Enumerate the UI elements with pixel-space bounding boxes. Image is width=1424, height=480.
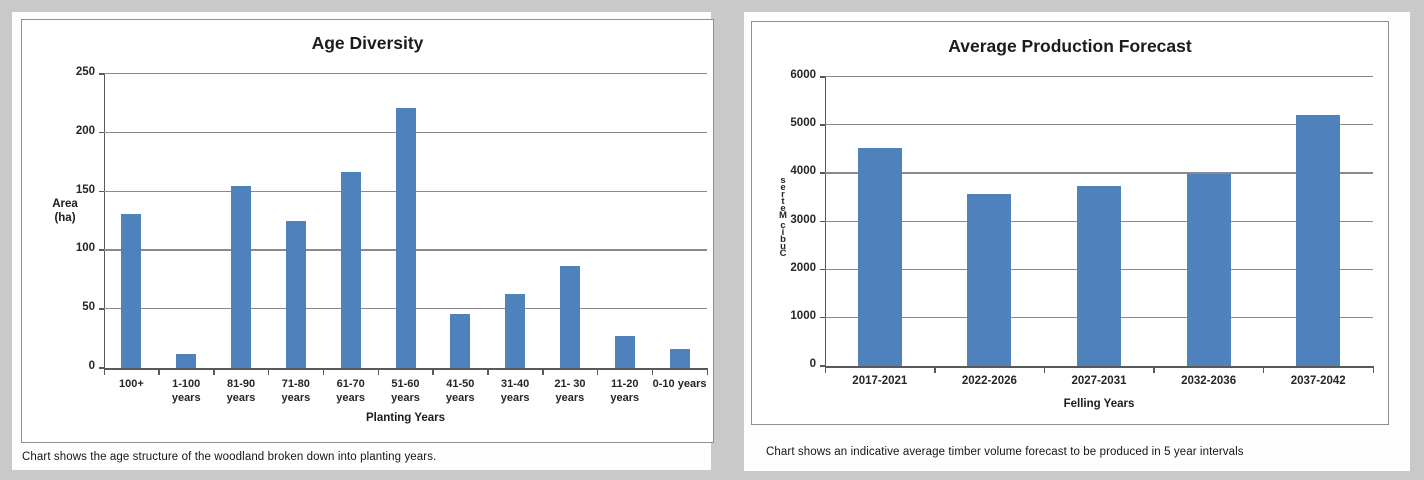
x-tick-label: 2037-2042	[1290, 375, 1346, 387]
bar	[669, 349, 690, 368]
bar	[1077, 185, 1121, 366]
x-axis-tick	[824, 368, 826, 373]
x-tick-label: 100+	[119, 378, 144, 390]
gridline	[825, 172, 1373, 174]
y-tick-label: 0	[809, 358, 816, 370]
bar	[231, 185, 252, 368]
age-diversity-panel: Age Diversity 0 50 100 150 200 250 100+ 1-100 yea…	[12, 12, 714, 470]
x-axis-title: Planting Years	[365, 412, 446, 424]
x-axis-tick	[158, 370, 160, 375]
x-tick-label: 61-70 years	[336, 378, 366, 404]
x-axis-tick	[651, 370, 654, 375]
x-axis-tick	[596, 370, 599, 375]
bar	[614, 336, 635, 368]
chart-title: Age Diversity	[311, 33, 424, 53]
x-axis-tick	[487, 370, 489, 375]
y-tick-label: 5000	[790, 117, 816, 130]
x-axis-tick	[1153, 368, 1155, 373]
bar	[395, 108, 416, 368]
y-tick-label: 4000	[790, 165, 816, 178]
production-forecast-panel: Average Production Forecast 0 1000 2000 3000…	[744, 12, 1410, 471]
x-axis-tick	[432, 370, 434, 375]
plot-area	[104, 74, 708, 370]
bar	[967, 194, 1012, 366]
y-axis-tick	[820, 76, 825, 78]
y-axis-tick	[99, 308, 104, 310]
y-axis-title: Area (ha)	[52, 198, 78, 224]
y-tick-label: 100	[75, 242, 95, 255]
age-diversity-caption: Chart shows the age structure of the woo…	[22, 451, 437, 463]
y-tick-label: 0	[88, 360, 95, 372]
gridline	[825, 124, 1373, 126]
x-tick-label: 2032-2036	[1181, 375, 1237, 387]
plot-area	[825, 77, 1374, 368]
y-tick-label: 200	[75, 124, 95, 137]
x-tick-label: 41-50 years	[445, 378, 475, 404]
y-axis-tick	[99, 367, 104, 369]
production-forecast-chart: Average Production Forecast 0 1000 2000 3000…	[751, 21, 1389, 425]
x-tick-label: 2022-2026	[961, 375, 1017, 387]
x-tick-label: 51-60 years	[391, 378, 420, 404]
y-axis-tick	[820, 316, 825, 319]
bar	[340, 171, 361, 368]
y-tick-label: 250	[75, 66, 95, 78]
gridline	[825, 76, 1373, 78]
x-axis-tick	[1262, 368, 1265, 373]
y-axis-tick	[820, 172, 825, 174]
x-tick-label: 0-10 years	[652, 378, 707, 390]
x-axis-tick	[542, 370, 544, 375]
bar	[857, 147, 902, 366]
chart-title: Average Production Forecast	[948, 36, 1192, 56]
y-axis-tick	[99, 190, 104, 193]
x-tick-label: 1-100 years	[171, 378, 201, 404]
x-axis-tick	[267, 370, 270, 375]
bar	[1296, 114, 1341, 366]
y-axis-tick	[820, 124, 825, 126]
x-tick-label: 11-20 years	[610, 378, 640, 404]
y-tick-label: 1000	[790, 309, 816, 322]
y-axis-tick	[99, 73, 104, 75]
x-tick-label: 81-90 years	[226, 378, 256, 404]
x-tick-label: 2017-2021	[852, 375, 908, 387]
y-axis-tick	[99, 131, 104, 134]
gridline	[104, 73, 707, 75]
age-diversity-chart: Age Diversity 0 50 100 150 200 250 100+ 1-100 yea…	[21, 19, 714, 443]
x-axis-tick	[103, 370, 105, 375]
y-tick-label: 50	[82, 301, 95, 314]
x-axis-tick	[1043, 368, 1046, 373]
bar	[121, 213, 142, 368]
bar	[505, 293, 526, 368]
y-tick-label: 150	[75, 183, 95, 196]
x-tick-label: 2027-2031	[1071, 375, 1127, 387]
bar	[285, 221, 306, 368]
y-axis-tick	[99, 249, 104, 251]
bar	[559, 265, 580, 368]
x-axis-tick	[934, 368, 936, 373]
x-tick-label: 21- 30 years	[554, 378, 586, 404]
x-tick-label: 71-80 years	[281, 378, 311, 404]
x-axis-tick	[377, 370, 380, 375]
y-tick-label: 2000	[790, 261, 816, 274]
x-axis-tick	[213, 370, 215, 375]
y-axis-tick	[820, 268, 825, 271]
production-forecast-caption: Chart shows an indicative average timber…	[766, 446, 1244, 458]
y-axis-tick	[820, 220, 825, 222]
x-axis-tick	[706, 370, 708, 375]
x-axis-tick	[322, 370, 325, 375]
bar	[176, 353, 197, 368]
bar	[450, 313, 471, 368]
x-axis-tick	[1372, 368, 1374, 373]
y-tick-label: 3000	[790, 213, 816, 226]
y-axis-tick	[820, 365, 825, 367]
y-tick-label: 6000	[790, 69, 816, 81]
bar	[1186, 174, 1231, 366]
x-tick-label: 31-40 years	[500, 378, 530, 404]
x-axis-title: Felling Years	[1063, 398, 1135, 410]
